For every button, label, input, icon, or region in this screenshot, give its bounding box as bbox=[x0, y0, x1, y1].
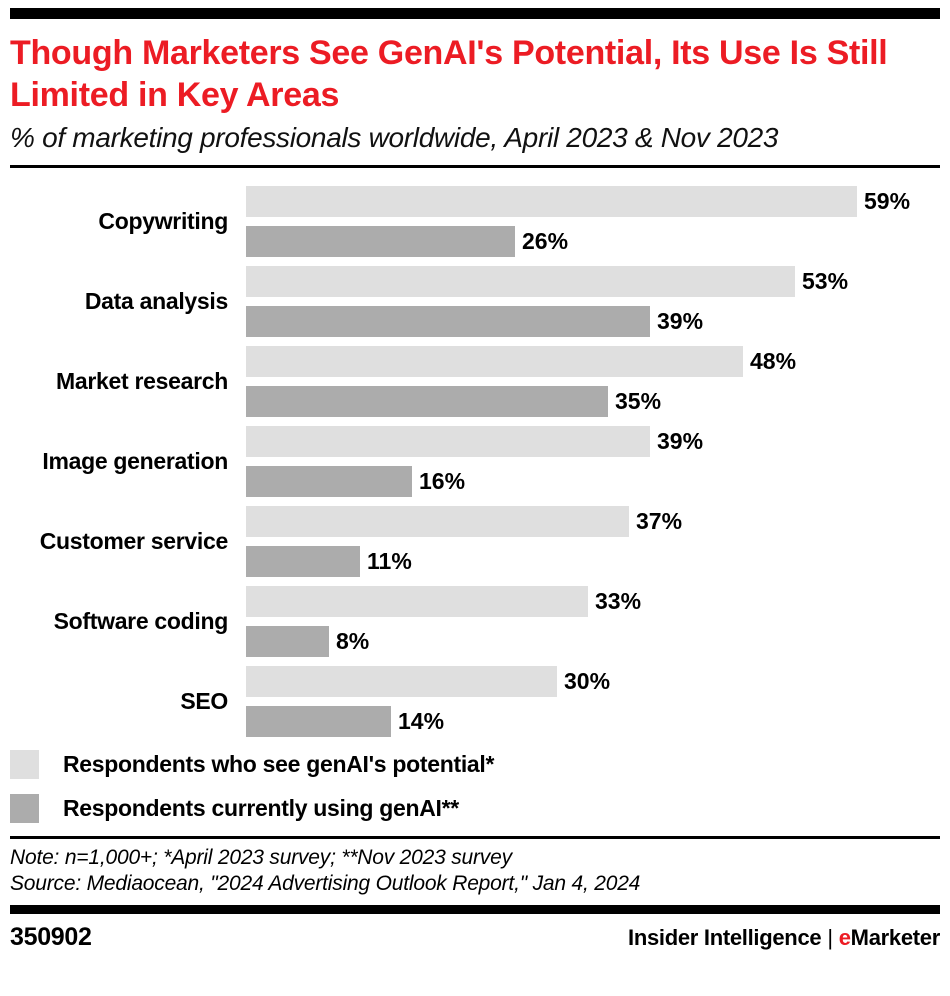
bar-potential bbox=[246, 426, 650, 457]
bar-line: 14% bbox=[246, 706, 940, 737]
bar-using bbox=[246, 226, 515, 257]
legend-label-using: Respondents currently using genAI** bbox=[63, 795, 459, 821]
category-label: Customer service bbox=[39, 528, 229, 554]
bar-potential bbox=[246, 346, 743, 377]
bar-group: 53% 39% bbox=[246, 266, 940, 337]
bar-using bbox=[246, 466, 412, 497]
bar-line: 39% bbox=[246, 306, 940, 337]
category-label: Data analysis bbox=[84, 288, 228, 314]
bar-group: 39% 16% bbox=[246, 426, 940, 497]
chart-row: SEO 30% 14% bbox=[10, 666, 940, 737]
category-label: Software coding bbox=[53, 608, 229, 634]
bar-value-label: 39% bbox=[657, 428, 704, 454]
note-line: Note: n=1,000+; *April 2023 survey; **No… bbox=[10, 846, 512, 869]
chart-row: Data analysis 53% 39% bbox=[10, 266, 940, 337]
bar-value-label: 35% bbox=[615, 388, 662, 414]
bar-line: 11% bbox=[246, 546, 940, 577]
bar-potential bbox=[246, 666, 557, 697]
top-rule bbox=[10, 8, 940, 19]
legend-swatch-using-icon bbox=[10, 794, 39, 823]
footnotes: Note: n=1,000+; *April 2023 survey; **No… bbox=[10, 845, 940, 897]
bar-line: 35% bbox=[246, 386, 940, 417]
chart-row: Image generation 39% 16% bbox=[10, 426, 940, 497]
bar-value-label: 48% bbox=[750, 348, 797, 374]
legend-swatch-potential-icon bbox=[10, 750, 39, 779]
bar-group: 33% 8% bbox=[246, 586, 940, 657]
bar-value-label: 11% bbox=[367, 548, 412, 574]
bar-value-label: 8% bbox=[336, 628, 370, 654]
legend: Respondents who see genAI's potential* R… bbox=[10, 750, 940, 823]
bar-group: 30% 14% bbox=[246, 666, 940, 737]
brand-separator: | bbox=[827, 924, 833, 950]
bar-using bbox=[246, 386, 608, 417]
bar-using bbox=[246, 546, 360, 577]
bar-potential bbox=[246, 506, 629, 537]
chart-row: Customer service 37% 11% bbox=[10, 506, 940, 577]
bar-value-label: 59% bbox=[864, 188, 911, 214]
bar-potential bbox=[246, 586, 588, 617]
chart-row: Software coding 33% 8% bbox=[10, 586, 940, 657]
legend-item-using: Respondents currently using genAI** bbox=[10, 794, 940, 823]
bar-value-label: 26% bbox=[522, 228, 569, 254]
bar-using bbox=[246, 706, 391, 737]
bar-group: 48% 35% bbox=[246, 346, 940, 417]
bar-line: 48% bbox=[246, 346, 940, 377]
bar-line: 39% bbox=[246, 426, 940, 457]
bar-value-label: 14% bbox=[398, 708, 445, 734]
chart-row: Copywriting 59% 26% bbox=[10, 186, 940, 257]
source-line: Source: Mediaocean, "2024 Advertising Ou… bbox=[10, 872, 641, 895]
chart-id: 350902 bbox=[10, 923, 92, 951]
bar-line: 53% bbox=[246, 266, 940, 297]
bar-value-label: 39% bbox=[657, 308, 704, 334]
bar-group: 37% 11% bbox=[246, 506, 940, 577]
bar-potential bbox=[246, 186, 857, 217]
bar-line: 16% bbox=[246, 466, 940, 497]
header-divider bbox=[10, 165, 940, 168]
footnote-divider bbox=[10, 836, 940, 839]
bar-value-label: 53% bbox=[802, 268, 849, 294]
bar-potential bbox=[246, 266, 795, 297]
bar-using bbox=[246, 626, 329, 657]
category-label: Copywriting bbox=[98, 208, 228, 234]
chart-subtitle: % of marketing professionals worldwide, … bbox=[10, 122, 779, 153]
bar-line: 26% bbox=[246, 226, 940, 257]
bar-value-label: 37% bbox=[636, 508, 683, 534]
bar-value-label: 33% bbox=[595, 588, 642, 614]
category-label: Market research bbox=[56, 368, 228, 394]
bar-value-label: 30% bbox=[564, 668, 611, 694]
legend-item-potential: Respondents who see genAI's potential* bbox=[10, 750, 940, 779]
bar-line: 33% bbox=[246, 586, 940, 617]
legend-label-potential: Respondents who see genAI's potential* bbox=[63, 751, 495, 777]
bar-using bbox=[246, 306, 650, 337]
bar-group: 59% 26% bbox=[246, 186, 940, 257]
bar-line: 37% bbox=[246, 506, 940, 537]
bar-chart: Copywriting 59% 26% Data analysis 53% 39% Mark… bbox=[10, 186, 940, 737]
brand-marketer: Marketer bbox=[850, 924, 941, 950]
chart-title: Though Marketers See GenAI's Potential, … bbox=[10, 34, 888, 114]
brand-insider-intelligence: Insider Intelligence bbox=[628, 924, 822, 950]
category-label: SEO bbox=[180, 688, 228, 714]
bar-line: 59% bbox=[246, 186, 940, 217]
category-label: Image generation bbox=[42, 448, 228, 474]
footer: 350902 Insider Intelligence | eMarketer bbox=[10, 923, 940, 952]
brand-e: e bbox=[838, 924, 851, 950]
bar-line: 8% bbox=[246, 626, 940, 657]
chart-row: Market research 48% 35% bbox=[10, 346, 940, 417]
brand-logo: Insider Intelligence | eMarketer bbox=[628, 925, 940, 951]
bar-line: 30% bbox=[246, 666, 940, 697]
bar-value-label: 16% bbox=[419, 468, 466, 494]
bottom-rule bbox=[10, 905, 940, 914]
